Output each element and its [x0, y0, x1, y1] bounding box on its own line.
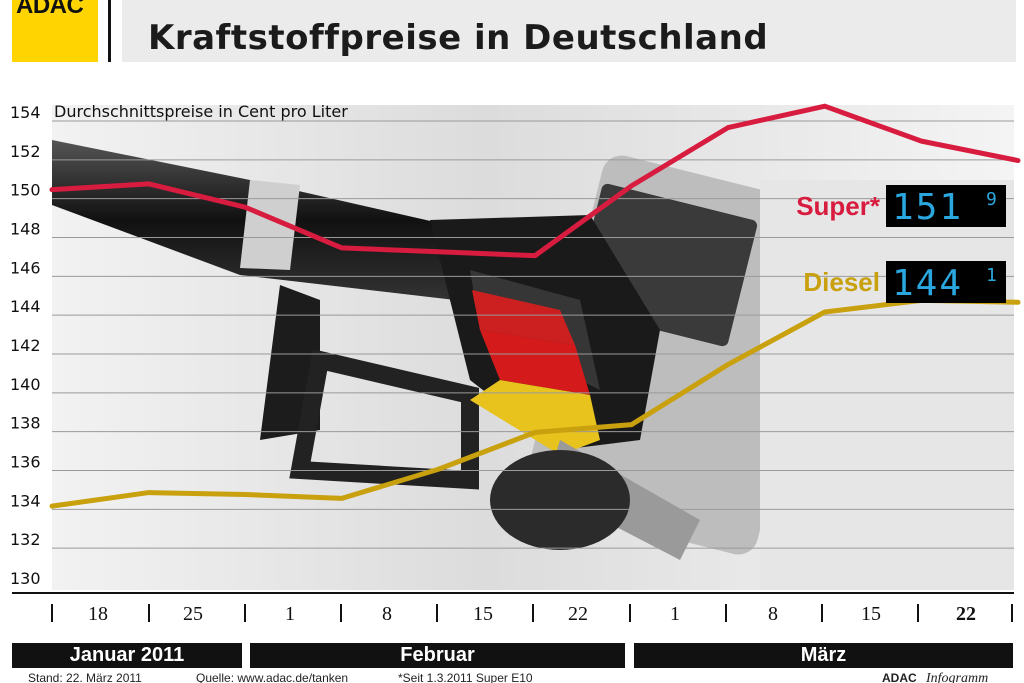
- footer: Stand: 22. März 2011 Quelle: www.adac.de…: [0, 671, 1024, 683]
- price-display-decimal: 1: [986, 265, 997, 286]
- y-axis-label: Durchschnittspreise in Cent pro Liter: [54, 102, 348, 121]
- y-tick-label: 144: [10, 297, 41, 316]
- month-label-januar: Januar 2011: [12, 643, 242, 668]
- x-tick-label: 22: [956, 603, 976, 625]
- x-tick-label: 25: [183, 603, 203, 625]
- price-display-digits: 144: [892, 263, 963, 304]
- x-tick-label: 1: [285, 603, 295, 625]
- x-tick-label: 8: [382, 603, 392, 625]
- price-display-decimal: 9: [986, 189, 997, 210]
- month-label-februar: Februar: [250, 643, 625, 668]
- x-tick-label: 8: [768, 603, 778, 625]
- y-tick-label: 130: [10, 569, 41, 588]
- footer-brand: ADAC: [882, 671, 917, 683]
- x-tick-label: 15: [861, 603, 881, 625]
- y-tick-label: 146: [10, 258, 41, 277]
- y-tick-label: 142: [10, 336, 41, 355]
- footer-note: *Seit 1.3.2011 Super E10: [398, 671, 533, 683]
- price-display: [886, 185, 1006, 227]
- y-tick-label: 152: [10, 142, 41, 161]
- x-tick-label: 15: [473, 603, 493, 625]
- month-label-maerz: März: [634, 643, 1013, 668]
- y-tick-label: 148: [10, 220, 41, 239]
- page-title: Kraftstoffpreise in Deutschland: [148, 18, 769, 58]
- footer-brand-suffix: Infogramm: [926, 671, 989, 683]
- fuel-nozzle-photo: [52, 105, 1014, 590]
- legend-label: Super*: [796, 191, 881, 221]
- footer-stand: Stand: 22. März 2011: [28, 671, 142, 683]
- y-tick-label: 138: [10, 414, 41, 433]
- y-tick-label: 134: [10, 491, 41, 510]
- y-tick-label: 140: [10, 375, 41, 394]
- y-tick-label: 136: [10, 453, 41, 472]
- header-divider: [108, 0, 111, 62]
- price-display-digits: 151: [892, 187, 963, 228]
- title-band: [122, 0, 1016, 62]
- x-tick-label: 1: [670, 603, 680, 625]
- price-display: [886, 261, 1006, 303]
- adac-logo: ADAC: [12, 0, 98, 62]
- y-tick-label: 132: [10, 530, 41, 549]
- y-tick-label: 154: [10, 103, 41, 122]
- x-tick-label: 22: [568, 603, 588, 625]
- y-tick-label: 150: [10, 181, 41, 200]
- legend-label: Diesel: [803, 267, 880, 297]
- footer-source: Quelle: www.adac.de/tanken: [196, 671, 349, 683]
- x-tick-label: 18: [88, 603, 108, 625]
